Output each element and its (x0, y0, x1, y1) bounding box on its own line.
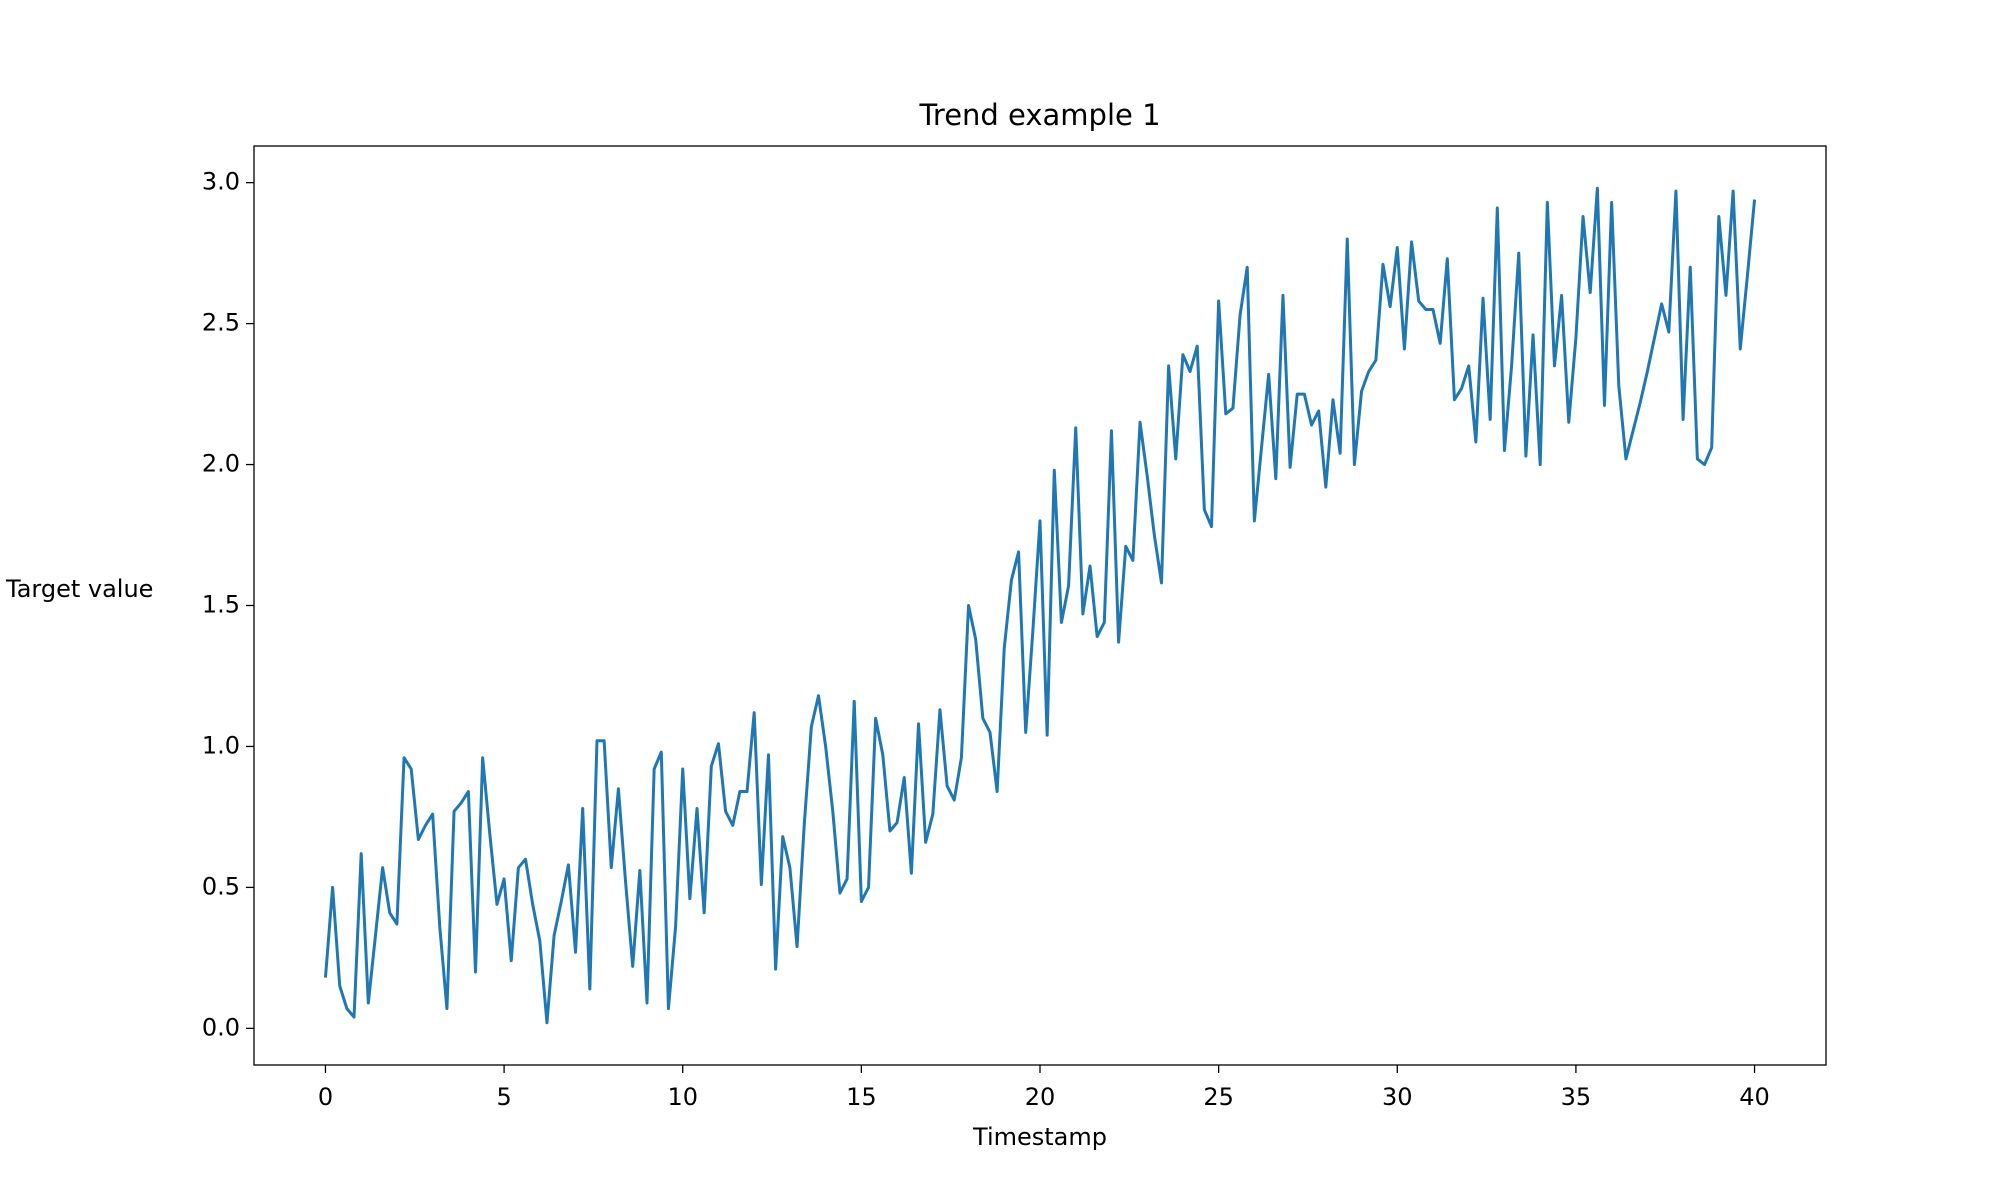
x-tick-label: 30 (1382, 1083, 1413, 1111)
y-axis-label: Target value (5, 575, 153, 603)
x-axis-label: Timestamp (972, 1123, 1107, 1151)
data-line (323, 186, 1757, 1025)
x-tick-label: 25 (1203, 1083, 1234, 1111)
y-tick-label: 1.0 (202, 731, 240, 759)
x-tick-label: 0 (318, 1083, 333, 1111)
y-tick-label: 1.5 (202, 591, 240, 619)
y-tick-label: 3.0 (202, 168, 240, 196)
y-tick-label: 0.0 (202, 1013, 240, 1041)
y-tick-label: 2.0 (202, 450, 240, 478)
y-tick-label: 2.5 (202, 309, 240, 337)
x-tick-label: 35 (1561, 1083, 1592, 1111)
plot-frame (253, 145, 1827, 1066)
x-tick-label: 15 (846, 1083, 877, 1111)
x-tick-label: 20 (1025, 1083, 1056, 1111)
y-tick-label: 0.5 (202, 872, 240, 900)
x-tick-label: 5 (496, 1083, 511, 1111)
chart-title: Trend example 1 (918, 98, 1160, 132)
x-tick-label: 40 (1739, 1083, 1770, 1111)
x-tick-label: 10 (667, 1083, 698, 1111)
